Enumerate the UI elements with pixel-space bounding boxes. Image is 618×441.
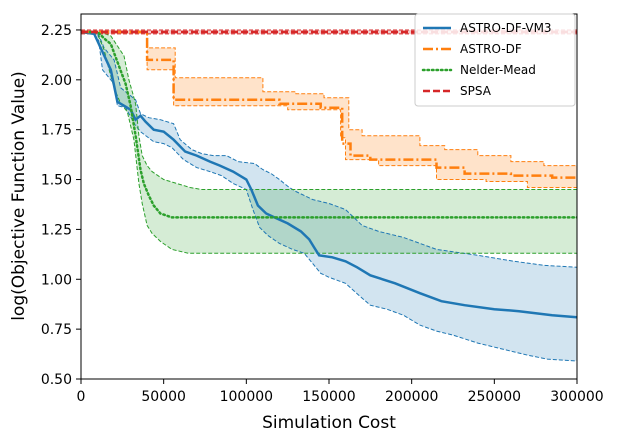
x-tick-label: 100000 (220, 389, 273, 405)
band-edges-layer (81, 29, 577, 362)
x-tick-label: 200000 (385, 389, 438, 405)
y-tick-label: 2.00 (41, 73, 72, 89)
y-tick-label: 1.50 (41, 173, 72, 189)
x-tick-label: 0 (77, 389, 86, 405)
x-tick-label: 250000 (468, 389, 521, 405)
y-axis-title: log(Objective Function Value) (9, 71, 29, 321)
y-tick-label: 0.50 (41, 372, 72, 388)
astro-df-line (81, 30, 577, 179)
legend-label-nelder-mead: Nelder-Mead (460, 63, 536, 77)
x-tick-label: 50000 (141, 389, 186, 405)
legend-label-spsa: SPSA (460, 84, 492, 98)
astro-df-vm3-band (81, 32, 577, 361)
legend-label-astro-df-vm3: ASTRO-DF-VM3 (460, 21, 552, 35)
astro-df-vm3-line (81, 30, 577, 319)
astro-df-lower-bound (81, 31, 577, 188)
legend-frame (414, 13, 576, 107)
x-tick-label: 150000 (302, 389, 355, 405)
astro-df-band (81, 32, 577, 188)
y-tick-label: 1.75 (41, 123, 72, 139)
nelder-mead-upper-bound (81, 31, 577, 190)
x-ticks: 0 50000 100000 150000 200000 250000 300000 (77, 379, 604, 405)
nelder-mead-line (81, 30, 577, 219)
legend: ASTRO-DF-VM3 ASTRO-DF Nelder-Mead SPSA (414, 13, 576, 107)
legend-label-astro-df: ASTRO-DF (460, 42, 522, 56)
x-axis-title: Simulation Cost (262, 413, 396, 433)
y-ticks: 0.50 0.75 1.00 1.25 1.50 1.75 2.00 2.25 (41, 23, 81, 388)
y-tick-label: 2.25 (41, 23, 72, 39)
y-tick-label: 1.25 (41, 222, 72, 238)
y-tick-label: 0.75 (41, 322, 72, 338)
astro-df-vm3-upper-bound (81, 31, 577, 268)
astro-df-upper-bound (81, 31, 577, 167)
astro-df-vm3-lower-bound (81, 31, 577, 362)
x-tick-label: 300000 (550, 389, 603, 405)
nelder-mead-band (81, 32, 577, 254)
y-tick-label: 1.00 (41, 272, 72, 288)
